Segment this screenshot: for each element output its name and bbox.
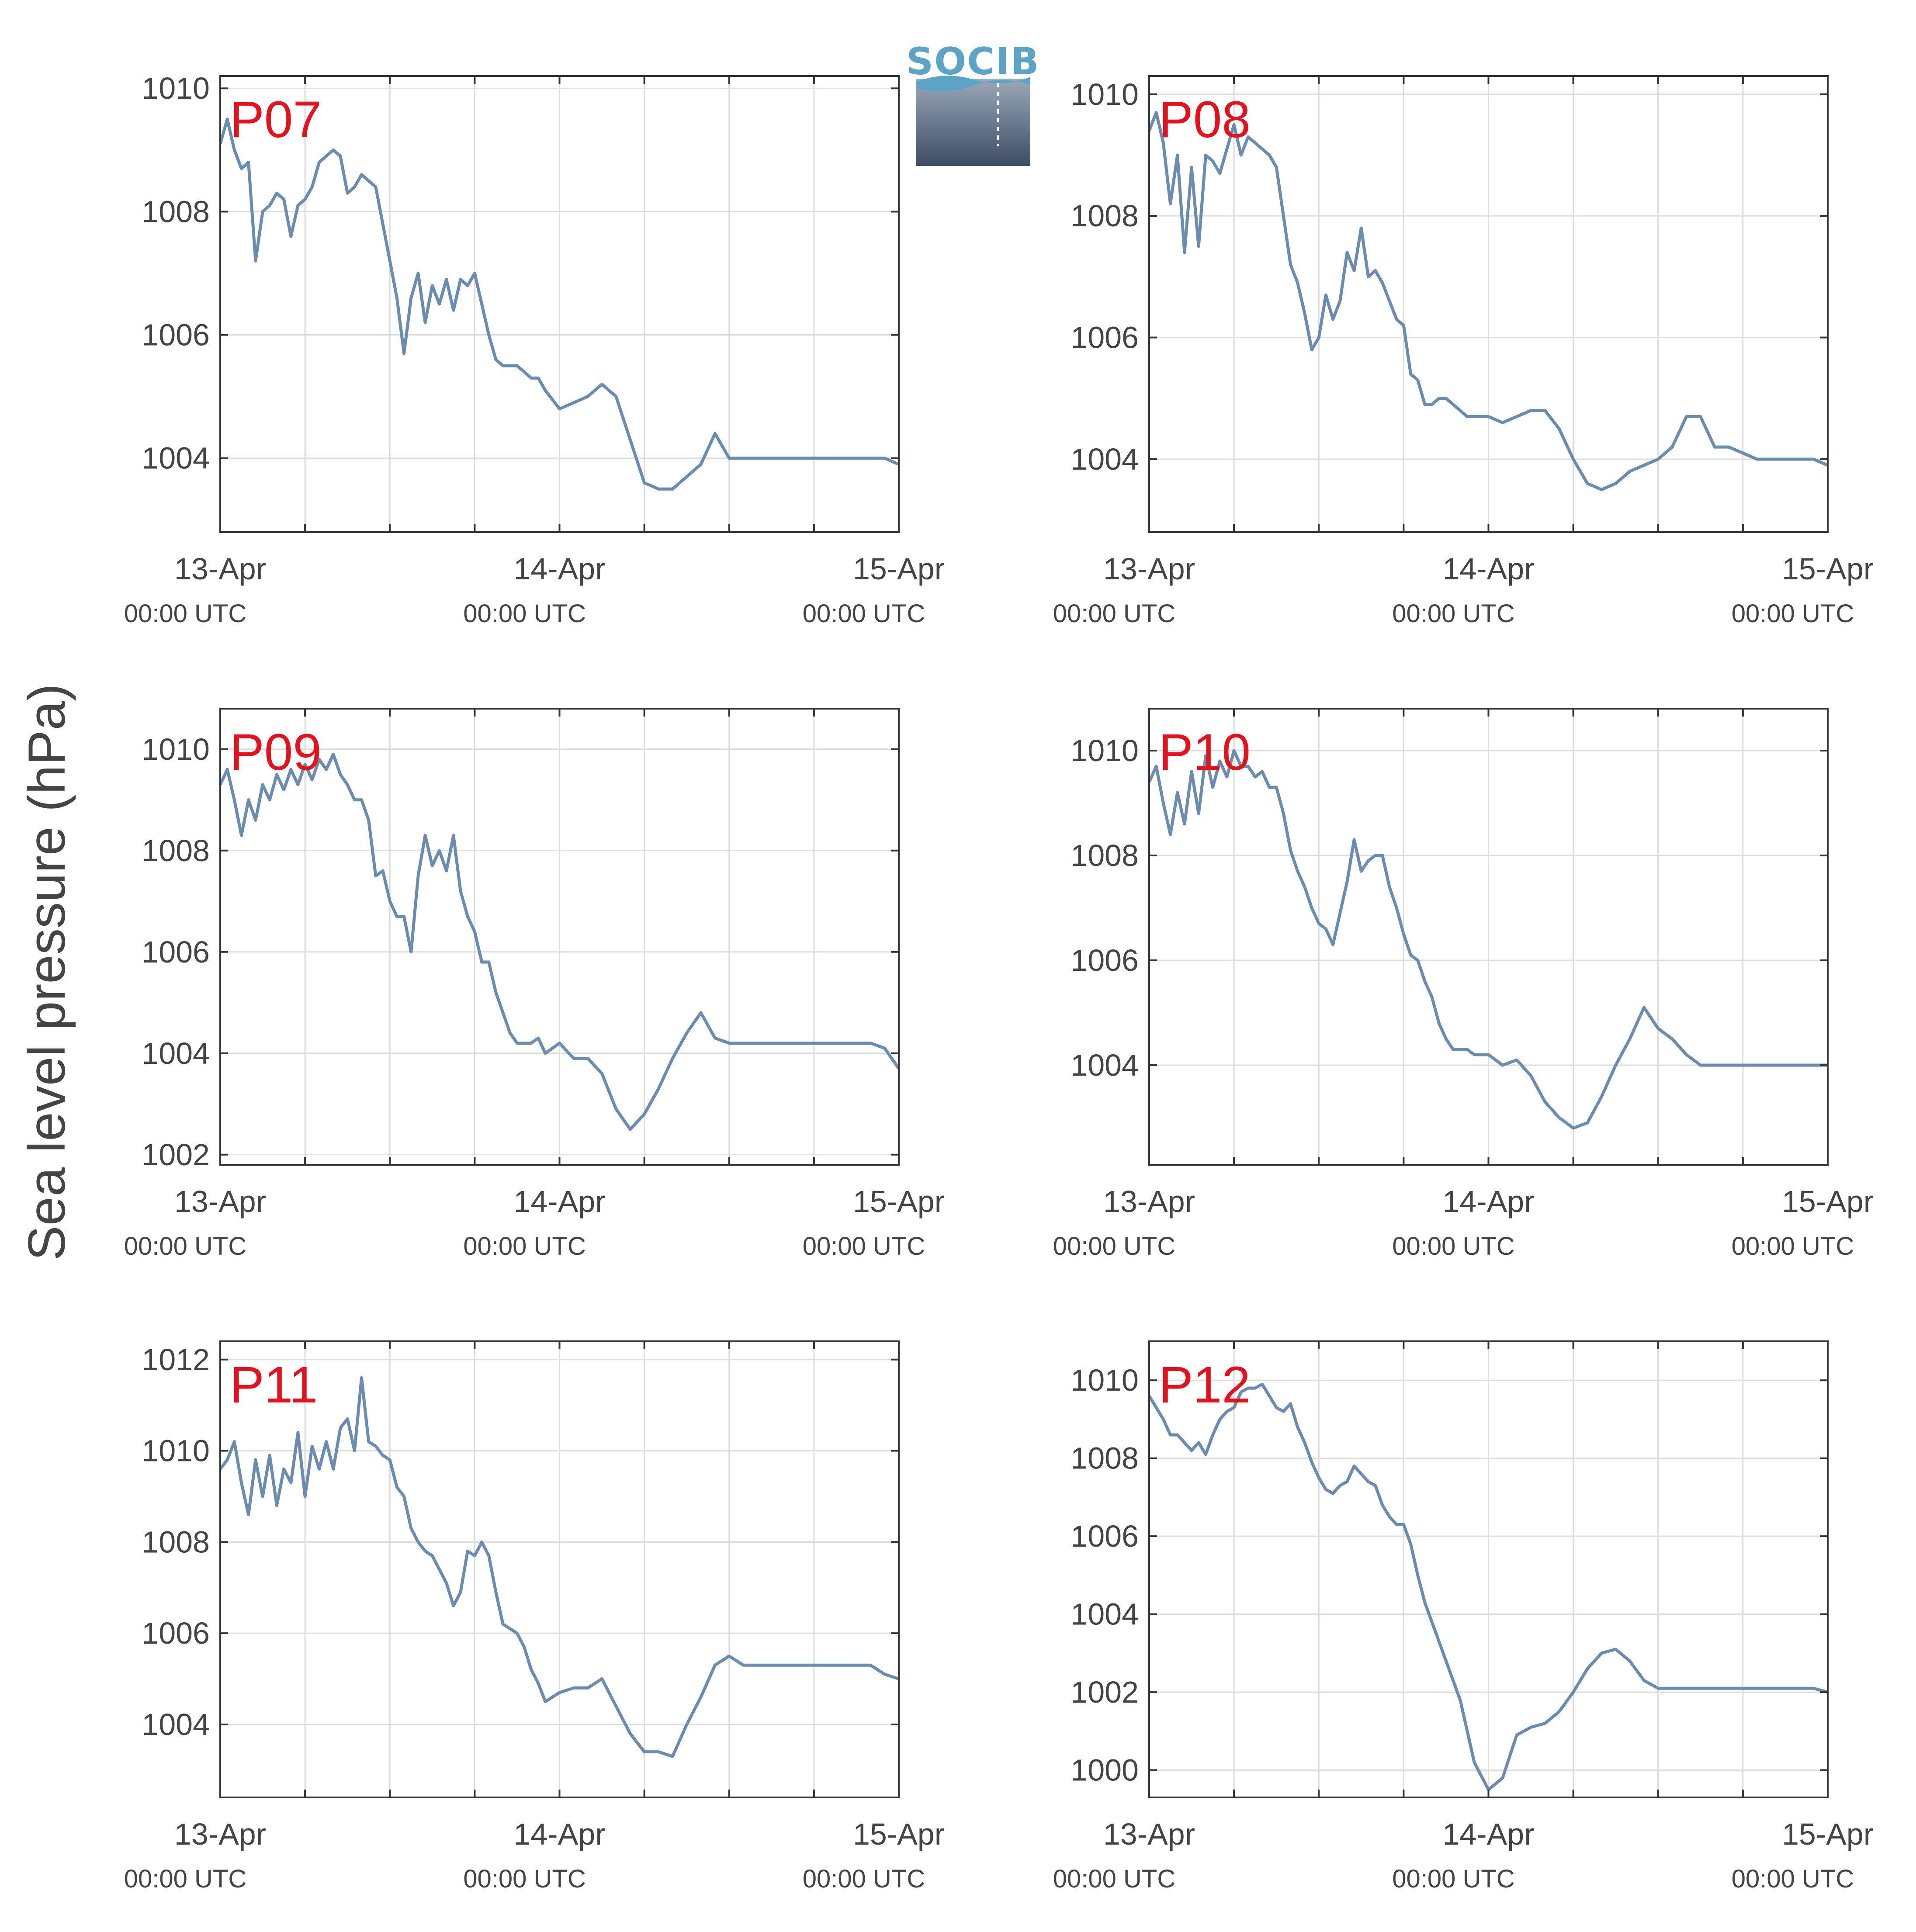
y-tick-label: 1010 bbox=[1071, 1363, 1139, 1397]
socib-logo: SOCIB bbox=[906, 40, 1040, 166]
x-tick-label-time: 00:00 UTC bbox=[1732, 599, 1854, 628]
x-tick-label-time: 00:00 UTC bbox=[1053, 599, 1175, 628]
panel-p12: 1000 1002 1004 1006 1008 1010 13-Apr 00:00 UTC 1… bbox=[1053, 1340, 1874, 1893]
y-tick-label: 1008 bbox=[142, 1525, 210, 1559]
x-tick-label-date: 14-Apr bbox=[1442, 552, 1534, 586]
y-tick-label: 1008 bbox=[1071, 1441, 1139, 1475]
x-tick-label-date: 15-Apr bbox=[853, 552, 945, 586]
y-tick-label: 1008 bbox=[142, 834, 210, 868]
x-tick-label-time: 00:00 UTC bbox=[463, 599, 586, 628]
panel-label-p09: P09 bbox=[230, 724, 322, 781]
y-tick-label: 1008 bbox=[1071, 838, 1139, 873]
x-tick-label-time: 00:00 UTC bbox=[1732, 1865, 1854, 1893]
logo-gradient-block bbox=[916, 79, 1030, 166]
y-tick-label: 1010 bbox=[142, 71, 210, 105]
x-tick-label-time: 00:00 UTC bbox=[1392, 599, 1514, 628]
x-tick-label-date: 13-Apr bbox=[174, 1184, 266, 1219]
x-tick-label-date: 14-Apr bbox=[1442, 1817, 1534, 1851]
y-tick-label: 1004 bbox=[142, 441, 210, 475]
x-tick-label-time: 00:00 UTC bbox=[1053, 1232, 1175, 1260]
y-axis-label: Sea level pressure (hPa) bbox=[17, 684, 76, 1261]
panel-label-p11: P11 bbox=[230, 1356, 318, 1414]
x-tick-label-time: 00:00 UTC bbox=[463, 1865, 586, 1893]
x-tick-label-date: 14-Apr bbox=[513, 1184, 605, 1219]
logo-wave bbox=[916, 76, 1030, 92]
y-tick-label: 1006 bbox=[1071, 321, 1139, 355]
x-tick-label-date: 14-Apr bbox=[513, 1817, 605, 1851]
y-tick-label: 1002 bbox=[142, 1138, 210, 1172]
x-tick-label-time: 00:00 UTC bbox=[124, 1865, 246, 1893]
x-tick-label-date: 13-Apr bbox=[1103, 1817, 1195, 1851]
panels: 1004 1006 1008 1010 13-Apr 00:00 UTC 14-Apr 00:… bbox=[124, 71, 1874, 1893]
y-tick-label: 1010 bbox=[1071, 734, 1139, 768]
x-tick-label-date: 13-Apr bbox=[1103, 1184, 1195, 1219]
x-tick-label-date: 15-Apr bbox=[853, 1184, 945, 1219]
x-tick-label-time: 00:00 UTC bbox=[124, 1232, 246, 1260]
y-tick-label: 1004 bbox=[1071, 1597, 1139, 1631]
series-line-p07 bbox=[220, 118, 899, 491]
x-tick-label-date: 14-Apr bbox=[513, 552, 605, 586]
x-tick-label-time: 00:00 UTC bbox=[1053, 1865, 1175, 1893]
y-tick-label: 1006 bbox=[1071, 943, 1139, 977]
x-tick-label-time: 00:00 UTC bbox=[124, 599, 246, 628]
y-tick-label: 1010 bbox=[142, 1434, 210, 1468]
x-tick-label-time: 00:00 UTC bbox=[1732, 1232, 1854, 1260]
y-tick-label: 1002 bbox=[1071, 1675, 1139, 1709]
panel-p10: 1004 1006 1008 1010 13-Apr 00:00 UTC 14-Apr 00:… bbox=[1053, 708, 1874, 1260]
panel-p11: 1004 1006 1008 1010 1012 13-Apr 00:00 UTC 14-Ap… bbox=[124, 1340, 945, 1893]
y-tick-label: 1006 bbox=[142, 935, 210, 969]
panel-label-p10: P10 bbox=[1159, 724, 1251, 781]
x-tick-label-date: 15-Apr bbox=[1782, 1184, 1874, 1219]
x-tick-label-date: 15-Apr bbox=[853, 1817, 945, 1851]
y-tick-label: 1010 bbox=[1071, 77, 1139, 111]
x-tick-label-time: 00:00 UTC bbox=[803, 1232, 925, 1260]
y-tick-label: 1006 bbox=[142, 318, 210, 352]
x-tick-label-date: 15-Apr bbox=[1782, 1817, 1874, 1851]
panel-label-p12: P12 bbox=[1159, 1356, 1251, 1414]
series-line-p11 bbox=[220, 1376, 899, 1758]
series-line-p10 bbox=[1149, 749, 1828, 1130]
panel-p09: 1002 1004 1006 1008 1010 13-Apr 00:00 UTC 14-Ap… bbox=[124, 708, 945, 1260]
y-tick-label: 1006 bbox=[142, 1616, 210, 1650]
y-tick-label: 1000 bbox=[1071, 1753, 1139, 1787]
y-tick-label: 1004 bbox=[142, 1036, 210, 1070]
series-line-p09 bbox=[220, 752, 899, 1131]
panel-label-p08: P08 bbox=[1159, 91, 1251, 149]
x-tick-label-date: 13-Apr bbox=[1103, 552, 1195, 586]
x-tick-label-date: 14-Apr bbox=[1442, 1184, 1534, 1219]
y-tick-label: 1006 bbox=[1071, 1519, 1139, 1553]
panel-label-p07: P07 bbox=[230, 91, 322, 149]
panel-p07: 1004 1006 1008 1010 13-Apr 00:00 UTC 14-Apr 00:… bbox=[124, 71, 945, 628]
x-tick-label-time: 00:00 UTC bbox=[803, 599, 925, 628]
y-tick-label: 1004 bbox=[1071, 1048, 1139, 1082]
series-line-p08 bbox=[1149, 111, 1828, 492]
x-tick-label-time: 00:00 UTC bbox=[463, 1232, 586, 1260]
y-tick-label: 1008 bbox=[1071, 199, 1139, 233]
y-tick-label: 1004 bbox=[1071, 442, 1139, 476]
y-tick-label: 1010 bbox=[142, 732, 210, 766]
series-line-p12 bbox=[1149, 1382, 1828, 1791]
x-tick-label-time: 00:00 UTC bbox=[803, 1865, 925, 1893]
y-tick-label: 1008 bbox=[142, 194, 210, 229]
x-tick-label-date: 13-Apr bbox=[174, 1817, 266, 1851]
panel-p08: 1004 1006 1008 1010 13-Apr 00:00 UTC 14-Apr 00:… bbox=[1053, 75, 1874, 628]
x-tick-label-time: 00:00 UTC bbox=[1392, 1232, 1514, 1260]
x-tick-label-time: 00:00 UTC bbox=[1392, 1865, 1514, 1893]
y-tick-label: 1004 bbox=[142, 1707, 210, 1742]
x-tick-label-date: 13-Apr bbox=[174, 552, 266, 586]
logo-text: SOCIB bbox=[906, 40, 1040, 83]
y-tick-label: 1012 bbox=[142, 1343, 210, 1377]
x-tick-label-date: 15-Apr bbox=[1782, 552, 1874, 586]
